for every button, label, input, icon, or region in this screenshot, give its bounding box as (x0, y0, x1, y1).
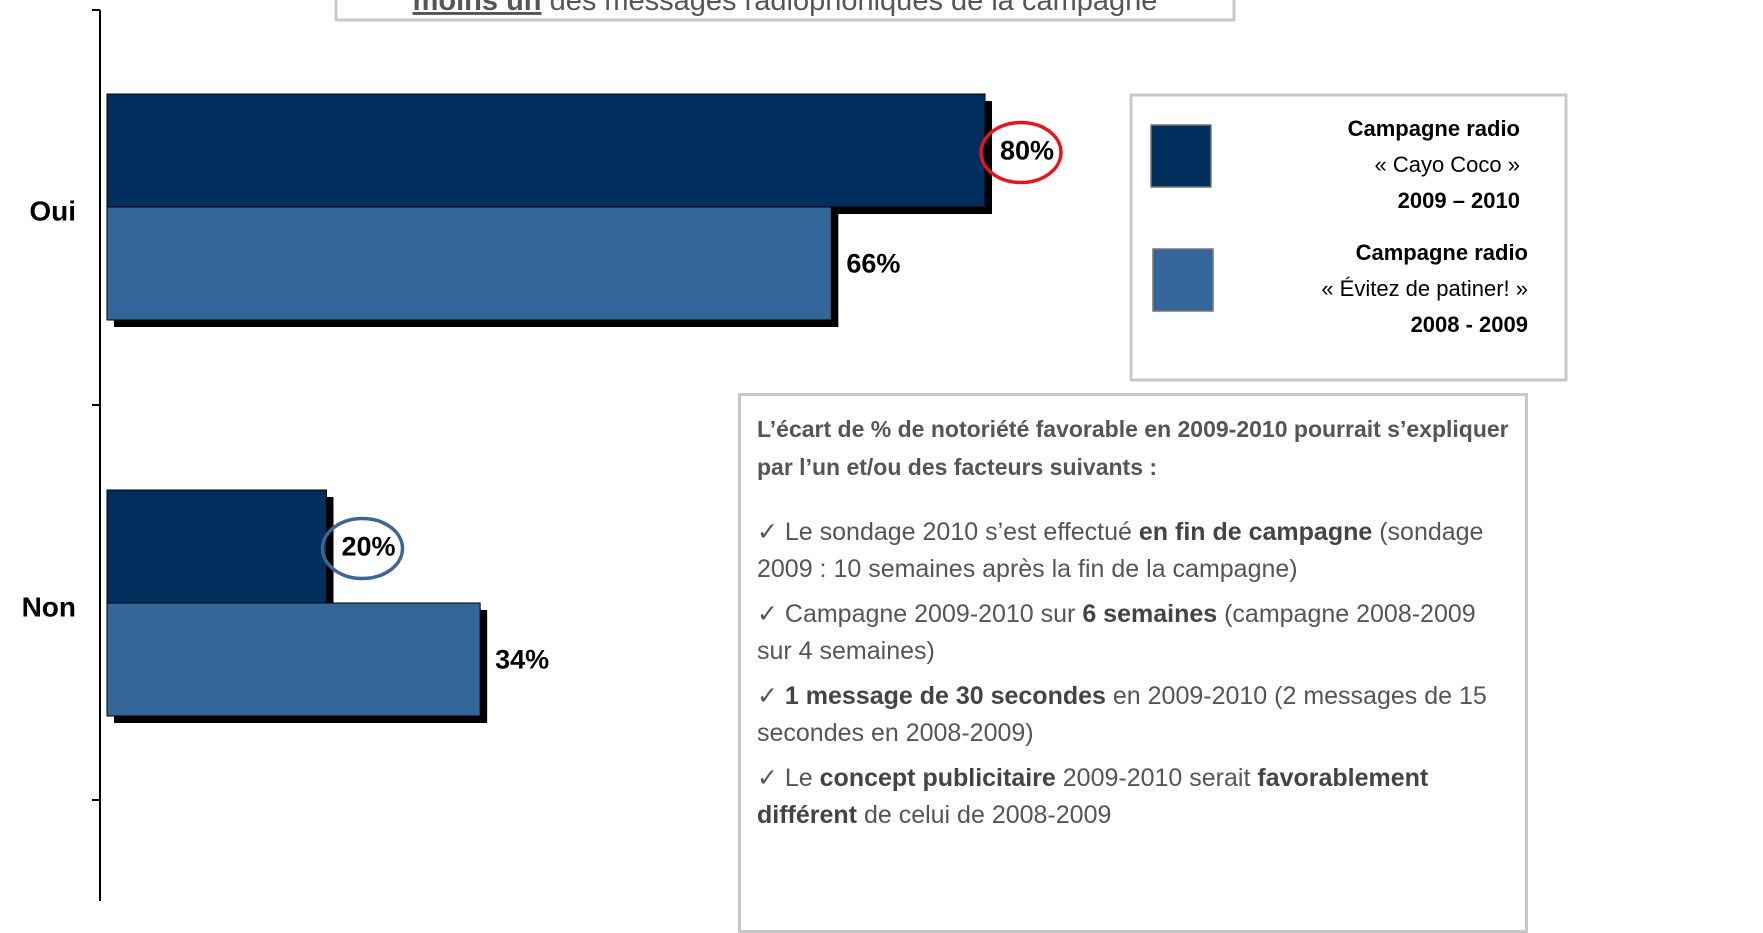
page: {"chart_data": { "type": "bar", "orienta… (21, 0, 1568, 933)
bar (106, 206, 832, 321)
bar (106, 93, 986, 208)
note-bullet: ✓ Le concept publicitaire 2009-2010 sera… (757, 760, 1509, 834)
legend-swatch (1152, 248, 1214, 312)
value-label: 20% (342, 532, 396, 562)
note-bullet: ✓ 1 message de 30 secondes en 2009-2010 … (757, 678, 1509, 752)
title-box (334, 0, 1236, 22)
note-text: ✓ Le (757, 764, 820, 792)
title-rest: des messages radiophoniques de la campag… (542, 0, 1158, 17)
note-text: 1 message de 30 secondes (784, 682, 1106, 710)
note-text: (sondage 2009 : 10 semaines après la fin… (757, 518, 1484, 583)
value-label: 34% (495, 645, 549, 675)
note-text: de celui de 2008-2009 (857, 801, 1112, 829)
category-label: Oui (29, 195, 76, 226)
legend-label: 2009 – 2010 (1398, 188, 1520, 213)
legend-swatch (1150, 124, 1212, 188)
legend-label: 2008 - 2009 (1411, 312, 1528, 337)
value-label: 80% (1000, 136, 1054, 166)
note-text: (campagne 2008-2009 sur 4 semaines) (757, 600, 1476, 665)
value-label: 66% (846, 249, 900, 279)
title-bold: moins un (413, 0, 542, 17)
chart: moins un des messages radiophoniques de … (22, 0, 1568, 901)
note-text: ✓ Campagne 2009-2010 sur (757, 600, 1083, 628)
bar (106, 602, 481, 717)
legend-label: Campagne radio (1356, 240, 1528, 265)
note-box: L’écart de % de notoriété favorable en 2… (738, 393, 1528, 933)
legend-box (1129, 93, 1568, 382)
note-text: ✓ (757, 682, 785, 710)
highlight-circle (320, 516, 405, 581)
highlight-circle (979, 120, 1063, 185)
category-label: Non (22, 591, 76, 622)
note-bullet: ✓ Campagne 2009-2010 sur 6 semaines (cam… (757, 596, 1509, 670)
note-heading: L’écart de % de notoriété favorable en 2… (757, 416, 1509, 480)
note-text: concept publicitaire (819, 764, 1056, 792)
note-text: 6 semaines (1082, 600, 1218, 628)
note-text: en 2009-2010 (2 messages de 15 secondes … (757, 682, 1487, 747)
note-text: en fin de campagne (1138, 518, 1373, 546)
bar (106, 489, 327, 604)
legend-label: « Évitez de patiner! » (1321, 276, 1528, 301)
note-text: ✓ Le sondage 2010 s’est effectué (757, 518, 1139, 546)
note-text: 2009-2010 serait (1055, 764, 1258, 792)
note-bullet: ✓ Le sondage 2010 s’est effectué en fin … (757, 514, 1509, 588)
chart-title: moins un des messages radiophoniques de … (413, 0, 1158, 17)
legend-label: « Cayo Coco » (1374, 152, 1520, 177)
note-text: favorablement différent (757, 764, 1429, 829)
legend-label: Campagne radio (1348, 116, 1520, 141)
